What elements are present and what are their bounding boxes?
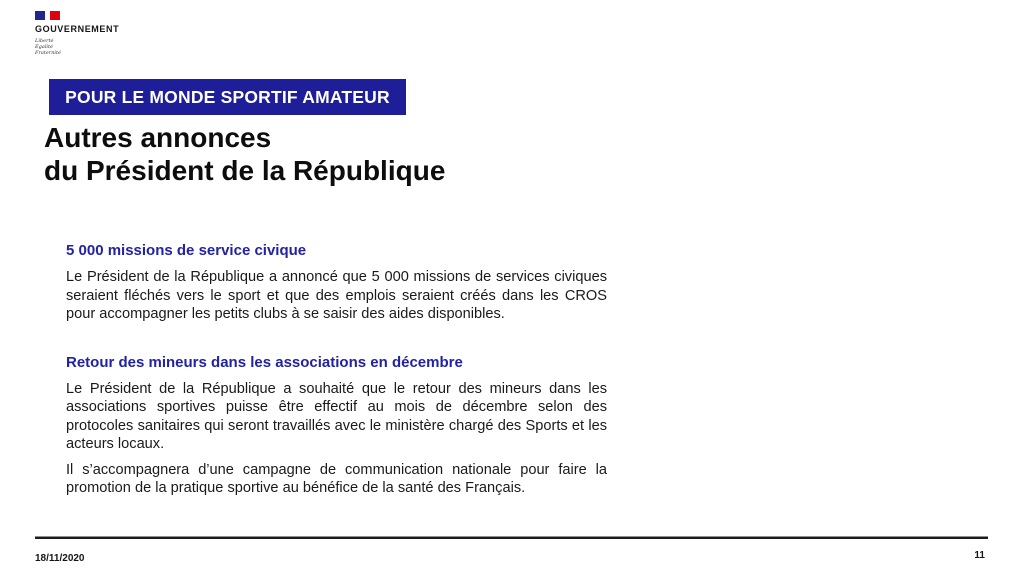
slide-content: 5 000 missions de service civique Le Pré…	[66, 241, 607, 502]
section-service-civique: 5 000 missions de service civique Le Pré…	[66, 241, 607, 324]
motto-line-fraternite: Fraternité	[35, 50, 61, 56]
section-heading: 5 000 missions de service civique	[66, 242, 307, 259]
motto-line-liberte: Liberté	[35, 38, 54, 44]
footer-divider	[35, 536, 988, 539]
section-heading: Retour des mineurs dans les associations…	[66, 353, 463, 371]
motto-line-egalite: Égalité	[35, 44, 53, 50]
page-title-line-1: Autres annonces	[44, 122, 272, 153]
flag-blue-block	[35, 11, 45, 20]
footer-date: 18/11/2020	[35, 553, 85, 564]
section-paragraph: Le Président de la République a annoncé …	[66, 269, 607, 322]
section-paragraph: Il s’accompagnera d’une campagne de comm…	[66, 461, 607, 497]
flag-white-block	[45, 11, 50, 20]
government-logo: GOUVERNEMENT Liberté Égalité Fraternité	[35, 11, 119, 56]
government-wordmark: GOUVERNEMENT	[35, 24, 120, 34]
footer-page-number: 11	[974, 550, 985, 561]
flag-red-block	[50, 11, 60, 20]
section-retour-mineurs: Retour des mineurs dans les associations…	[66, 353, 607, 498]
section-paragraph: Le Président de la République a souhaité…	[66, 380, 607, 453]
section-banner: POUR LE MONDE SPORTIF AMATEUR	[49, 79, 406, 115]
section-banner-label: POUR LE MONDE SPORTIF AMATEUR	[65, 86, 390, 107]
republic-motto: Liberté Égalité Fraternité	[35, 38, 119, 56]
page-title: Autres annonces du Président de la Répub…	[44, 121, 445, 187]
french-flag-icon	[35, 11, 62, 20]
page-title-line-2: du Président de la République	[44, 155, 446, 186]
